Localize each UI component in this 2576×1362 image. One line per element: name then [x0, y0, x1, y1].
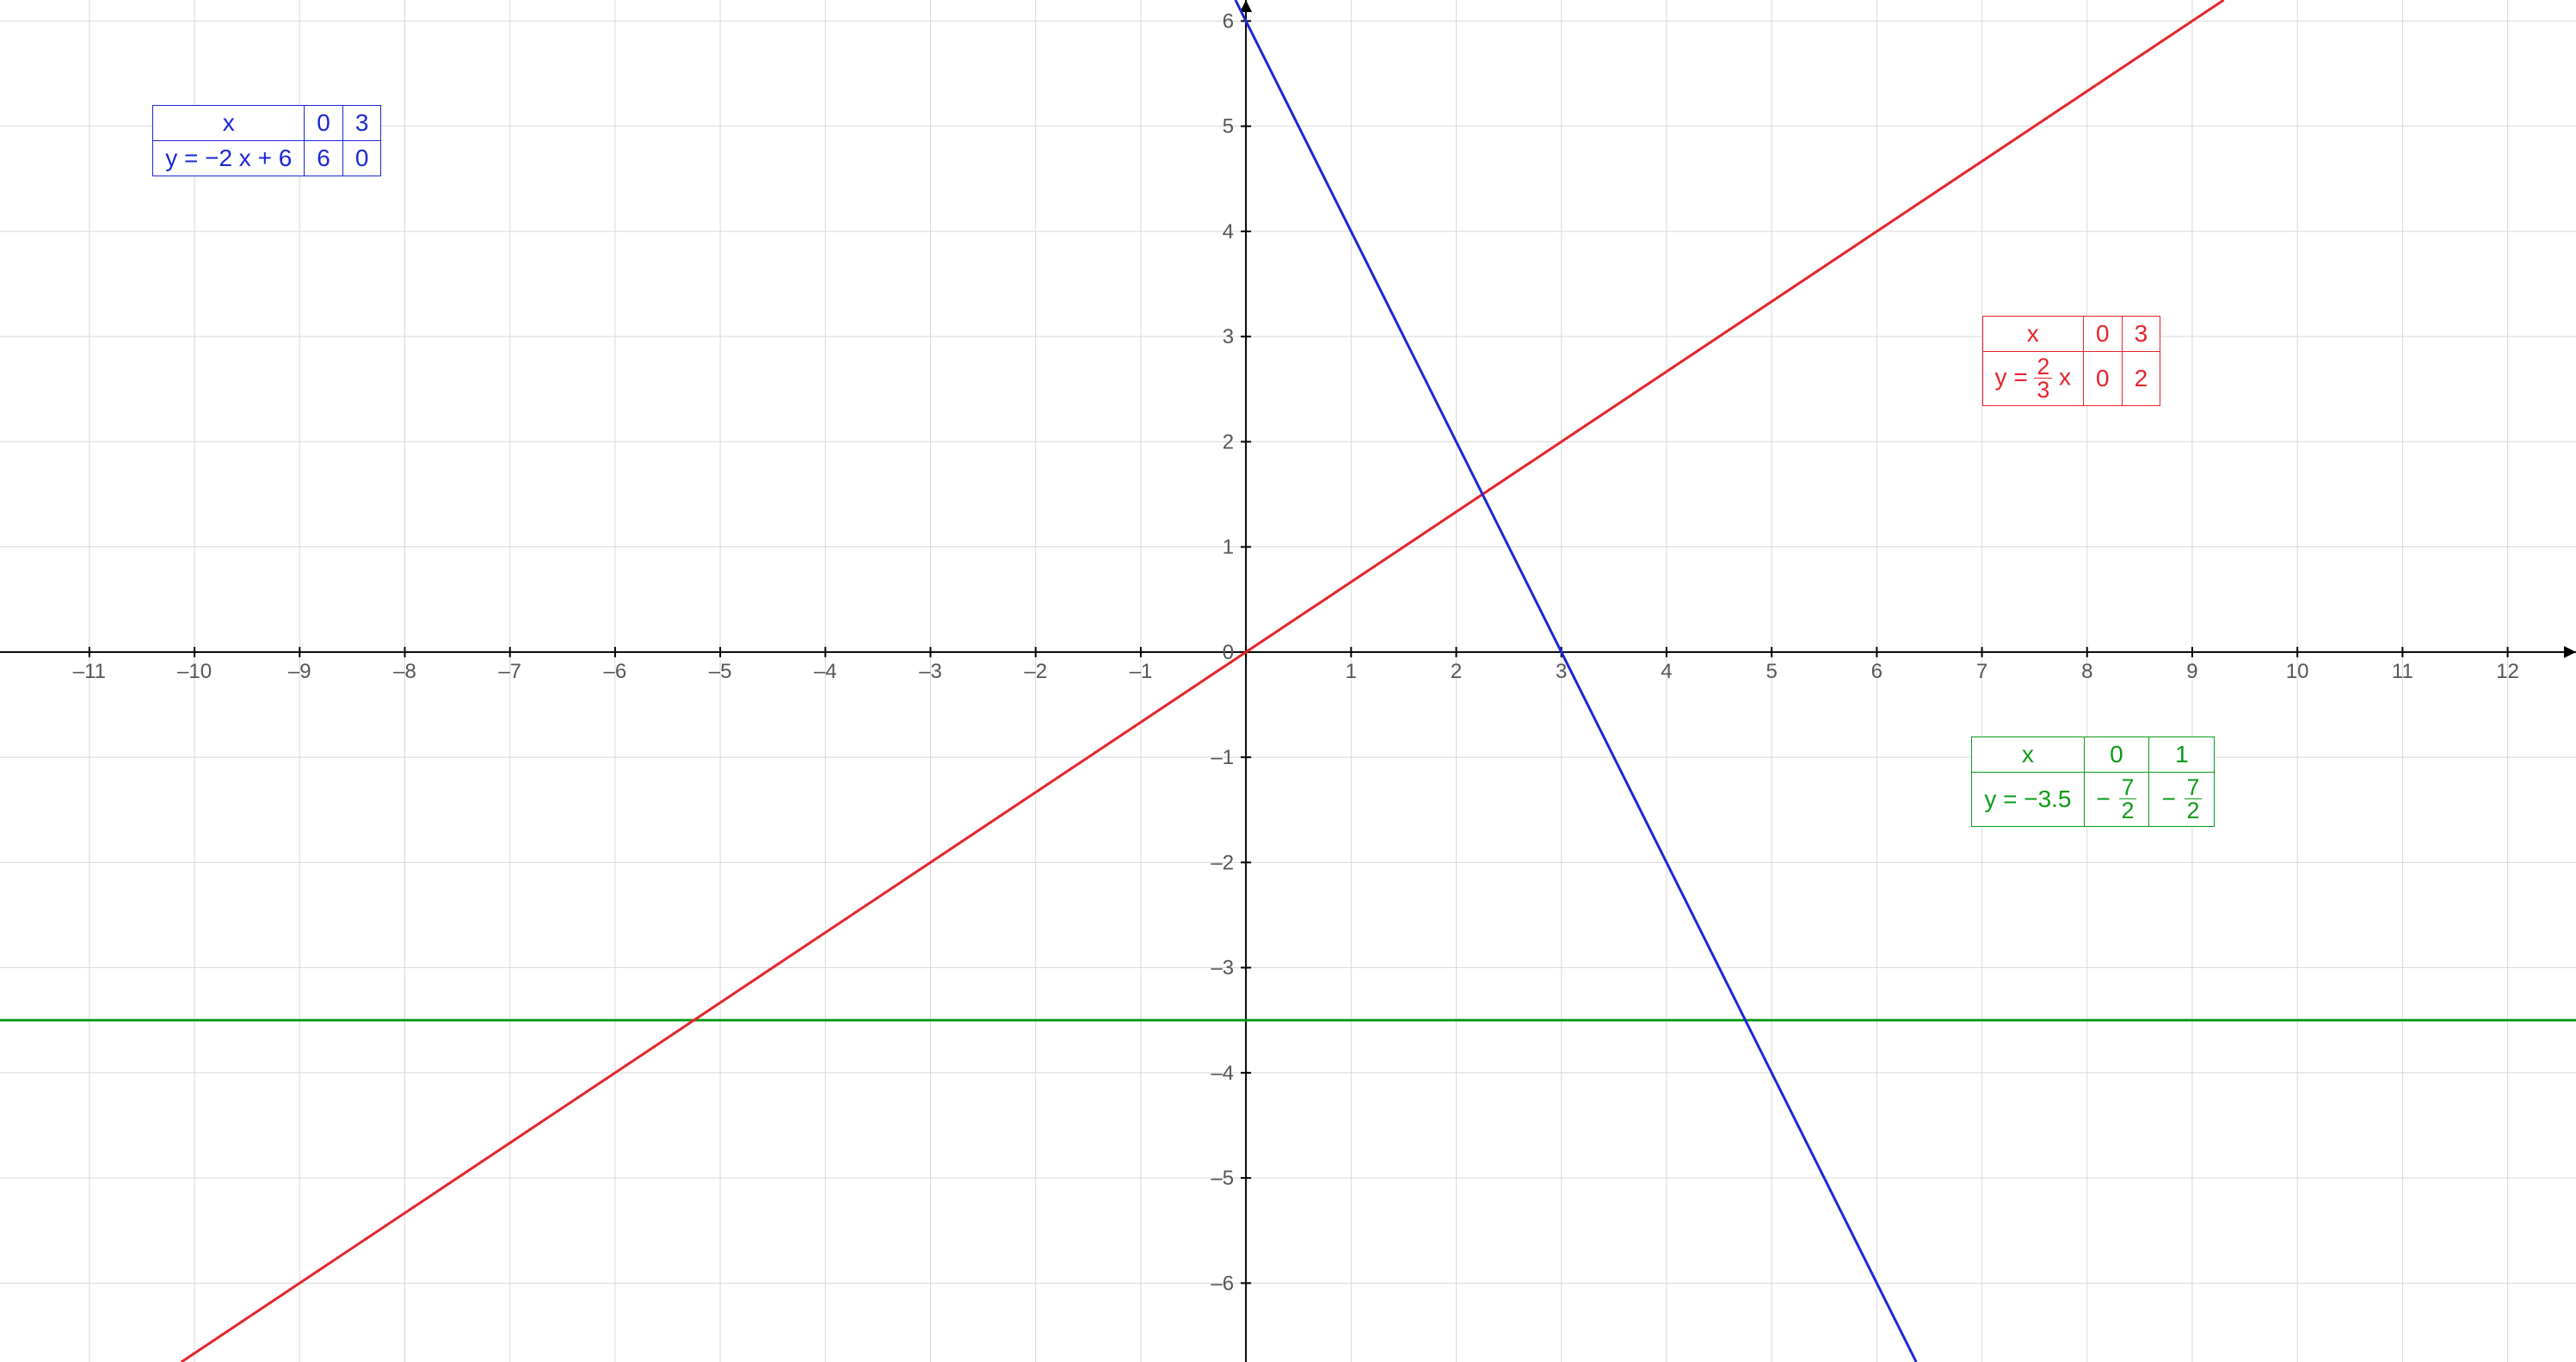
svg-text:2: 2 [1223, 430, 1234, 453]
svg-text:6: 6 [1871, 660, 1883, 683]
svg-text:–6: –6 [1211, 1272, 1234, 1295]
svg-text:–2: –2 [1024, 660, 1047, 683]
chart-container: –11–10–9–8–7–6–5–4–3–2–1123456789101112–… [0, 0, 2576, 1362]
svg-text:11: 11 [2392, 660, 2413, 683]
table-green-x1: 1 [2149, 736, 2215, 772]
svg-text:12: 12 [2496, 660, 2519, 683]
svg-text:4: 4 [1661, 660, 1672, 683]
table-green-y1: − 72 [2149, 772, 2215, 826]
table-red-xlabel: x [1982, 316, 2084, 351]
svg-text:–3: –3 [919, 660, 942, 683]
svg-text:–3: –3 [1211, 957, 1234, 980]
table-blue-eq: y = −2 x + 6 [153, 141, 305, 176]
svg-text:–8: –8 [393, 660, 416, 683]
svg-text:3: 3 [1556, 660, 1567, 683]
svg-text:–1: –1 [1211, 746, 1234, 769]
svg-text:1: 1 [1346, 660, 1357, 683]
table-red-y1: 2 [2122, 351, 2160, 405]
table-green: x 0 1 y = −3.5 − 72 − 72 [1971, 736, 2215, 827]
table-blue-y1: 0 [342, 141, 381, 176]
svg-text:–6: –6 [604, 660, 627, 683]
table-blue: x 0 3 y = −2 x + 6 6 0 [152, 105, 381, 176]
svg-text:9: 9 [2186, 660, 2197, 683]
svg-text:2: 2 [1451, 660, 1462, 683]
svg-text:8: 8 [2081, 660, 2092, 683]
svg-text:3: 3 [1223, 325, 1234, 348]
svg-text:–1: –1 [1130, 660, 1153, 683]
table-blue-xlabel: x [153, 106, 305, 141]
svg-text:–10: –10 [177, 660, 212, 683]
coordinate-plane: –11–10–9–8–7–6–5–4–3–2–1123456789101112–… [0, 0, 2576, 1362]
svg-text:–4: –4 [814, 660, 837, 683]
table-green-xlabel: x [1972, 736, 2084, 772]
svg-text:6: 6 [1223, 9, 1234, 33]
svg-text:1: 1 [1223, 536, 1234, 559]
svg-text:4: 4 [1223, 220, 1234, 243]
svg-text:–7: –7 [498, 660, 521, 683]
table-green-eq: y = −3.5 [1972, 772, 2084, 826]
table-red-x0: 0 [2084, 316, 2123, 351]
svg-text:–2: –2 [1211, 851, 1234, 874]
table-blue-x0: 0 [305, 106, 343, 141]
table-red-eq: y = 23 x [1982, 351, 2084, 405]
table-green-x0: 0 [2084, 736, 2149, 772]
svg-text:–11: –11 [73, 660, 106, 683]
svg-text:10: 10 [2286, 660, 2309, 683]
svg-text:5: 5 [1223, 115, 1234, 139]
table-blue-y0: 6 [305, 141, 343, 176]
table-red-y0: 0 [2084, 351, 2123, 405]
svg-text:7: 7 [1976, 660, 1987, 683]
table-red: x 0 3 y = 23 x 0 2 [1982, 316, 2161, 406]
svg-text:–5: –5 [1211, 1167, 1234, 1190]
table-blue-x1: 3 [342, 106, 381, 141]
svg-text:–9: –9 [288, 660, 311, 683]
svg-text:5: 5 [1766, 660, 1777, 683]
svg-text:–5: –5 [709, 660, 732, 683]
svg-text:–4: –4 [1211, 1062, 1234, 1085]
table-red-x1: 3 [2122, 316, 2160, 351]
table-green-y0: − 72 [2084, 772, 2149, 826]
